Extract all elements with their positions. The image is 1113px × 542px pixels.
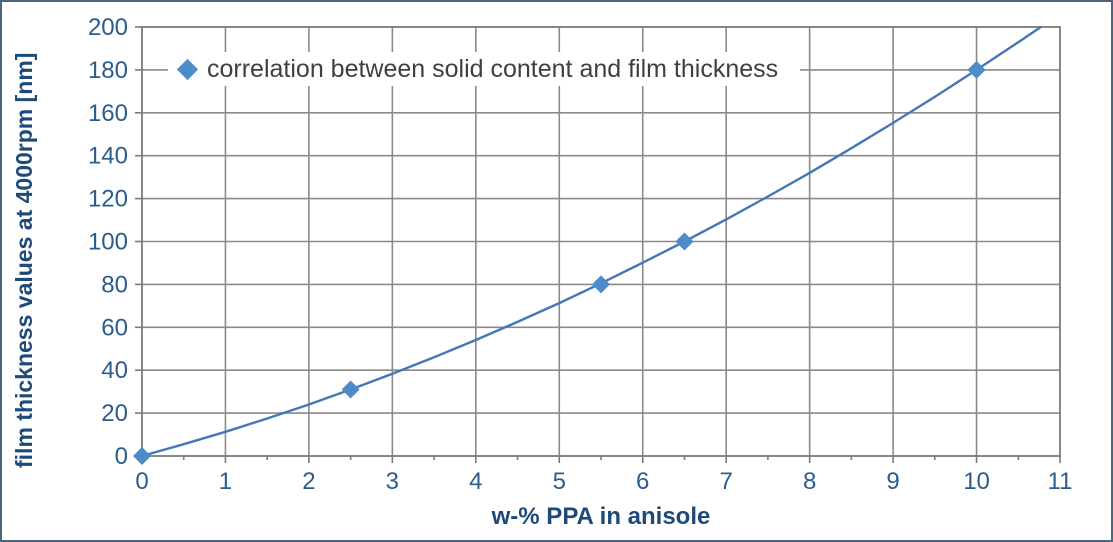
svg-text:11: 11 <box>1048 468 1073 495</box>
axis-ticks <box>135 26 1061 463</box>
svg-text:0: 0 <box>115 443 128 470</box>
svg-text:6: 6 <box>636 468 649 495</box>
svg-text:4: 4 <box>469 468 482 495</box>
svg-text:100: 100 <box>88 229 128 256</box>
svg-text:7: 7 <box>720 468 733 495</box>
svg-text:10: 10 <box>963 468 990 495</box>
x-axis-title: w-% PPA in anisole <box>491 503 711 530</box>
svg-text:120: 120 <box>88 186 128 213</box>
x-tick-labels: 0 1 2 3 4 5 6 7 8 9 10 11 <box>135 468 1072 495</box>
data-points <box>133 60 986 465</box>
legend: correlation between solid content and fi… <box>168 52 801 86</box>
data-point-marker <box>341 380 360 399</box>
legend-label: correlation between solid content and fi… <box>207 54 779 83</box>
svg-text:1: 1 <box>219 468 232 495</box>
data-point-marker <box>675 232 694 251</box>
data-point-marker <box>133 447 151 465</box>
svg-text:40: 40 <box>101 357 128 384</box>
svg-text:160: 160 <box>88 100 128 127</box>
svg-text:2: 2 <box>302 468 315 495</box>
svg-text:20: 20 <box>101 400 128 427</box>
svg-text:5: 5 <box>553 468 566 495</box>
gridlines <box>142 27 1060 456</box>
svg-text:0: 0 <box>135 468 148 495</box>
svg-text:60: 60 <box>101 314 128 341</box>
svg-text:140: 140 <box>88 143 128 170</box>
svg-text:9: 9 <box>886 468 899 495</box>
y-tick-labels: 0 20 40 60 80 100 120 140 160 180 200 <box>88 14 128 470</box>
data-point-marker <box>592 275 610 294</box>
svg-text:200: 200 <box>88 14 128 41</box>
svg-text:80: 80 <box>101 271 128 298</box>
y-axis-title: film thickness values at 4000rpm [nm] <box>11 52 37 468</box>
svg-text:3: 3 <box>386 468 399 495</box>
data-point-marker <box>967 60 986 79</box>
svg-text:8: 8 <box>803 468 816 495</box>
series-marker-icon <box>176 58 199 80</box>
svg-text:180: 180 <box>88 57 128 84</box>
